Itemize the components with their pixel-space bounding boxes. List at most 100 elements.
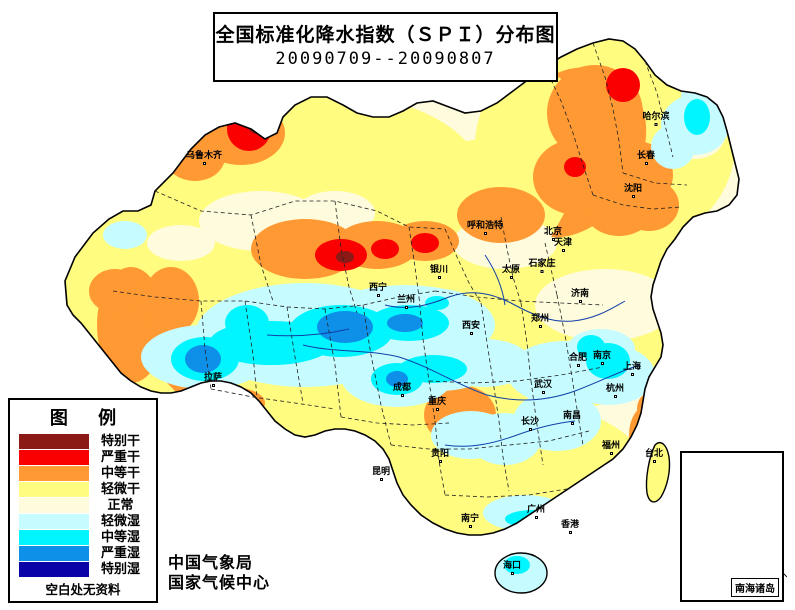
city-marker-icon [631, 195, 635, 198]
city-marker-icon [551, 238, 555, 241]
city-label: 北京 [544, 228, 562, 241]
city-label-text: 上海 [622, 362, 642, 372]
city-label-text: 台北 [644, 449, 664, 459]
legend-label-slightly-wet: 轻微湿 [100, 513, 140, 529]
legend-swatch-slightly-wet [19, 513, 89, 529]
city-label: 武汉 [534, 381, 552, 394]
city-label: 呼和浩特 [467, 222, 503, 235]
legend-swatch-extremely-wet [19, 561, 89, 577]
city-label-text: 武汉 [533, 380, 553, 390]
city-label-text: 南宁 [460, 514, 480, 524]
city-label: 南宁 [461, 515, 479, 528]
inset-label: 南海诸岛 [731, 578, 779, 597]
city-marker-icon [578, 300, 582, 303]
taiwan-island [645, 441, 671, 503]
legend-items: 特别干 严重干 中等干 轻微干 正常 轻微湿 [10, 433, 156, 577]
city-label: 乌鲁木齐 [186, 152, 222, 165]
city-label: 杭州 [606, 385, 624, 398]
legend-label-severely-dry: 严重干 [100, 449, 140, 465]
credit-line-1: 中国气象局 [168, 553, 254, 572]
page-title: 全国标准化降水指数（ＳＰＩ）分布图 [215, 24, 556, 47]
legend-item-moderately-wet: 中等湿 [10, 529, 156, 545]
city-label-text: 南昌 [562, 411, 582, 421]
legend-no-data-note: 空白处无资料 [45, 582, 121, 597]
city-label-text: 银川 [429, 265, 449, 275]
city-marker-icon [600, 362, 604, 365]
city-label-text: 广州 [526, 505, 546, 515]
city-label: 南京 [593, 352, 611, 365]
city-marker-icon [528, 428, 532, 431]
map-title-box: 全国标准化降水指数（ＳＰＩ）分布图 20090709--20090807 [213, 12, 558, 82]
legend-item-severely-dry: 严重干 [10, 449, 156, 465]
city-marker-icon [510, 572, 514, 575]
city-label: 长春 [637, 152, 655, 165]
city-label: 福州 [602, 442, 620, 455]
city-marker-icon [538, 325, 542, 328]
city-marker-icon [202, 162, 206, 165]
legend-swatch-moderately-dry [19, 465, 89, 481]
city-label: 拉萨 [204, 374, 222, 387]
agency-credit: 中国气象局 国家气候中心 [168, 553, 270, 593]
rivers [266, 254, 640, 447]
city-label: 成都 [393, 384, 411, 397]
city-label: 长沙 [521, 418, 539, 431]
city-label-text: 长沙 [520, 417, 540, 427]
credit-line-2: 国家气候中心 [168, 573, 271, 592]
city-marker-icon [652, 460, 656, 463]
south-china-sea-inset: 南海诸岛 [680, 451, 784, 602]
legend-item-slightly-dry: 轻微干 [10, 481, 156, 497]
city-label: 西安 [462, 322, 480, 335]
city-marker-icon [437, 276, 441, 279]
city-marker-icon [613, 395, 617, 398]
city-label: 沈阳 [624, 185, 642, 198]
city-marker-icon [509, 276, 513, 279]
city-label-text: 海口 [502, 561, 522, 571]
hainan-wet-patch [504, 556, 530, 574]
city-label-text: 成都 [392, 383, 412, 393]
city-label: 台北 [645, 450, 663, 463]
legend-item-normal: 正常 [10, 497, 156, 513]
legend-swatch-severely-dry [19, 449, 89, 465]
city-label: 哈尔滨 [642, 112, 670, 126]
legend-swatch-moderately-wet [19, 529, 89, 545]
legend-item-extremely-wet: 特别湿 [10, 561, 156, 577]
city-label: 石家庄 [528, 260, 556, 273]
legend-swatch-severely-wet [19, 545, 89, 561]
city-marker-icon [435, 408, 439, 411]
legend-item-severely-wet: 严重湿 [10, 545, 156, 561]
title-period: 20090709--20090807 [275, 48, 496, 69]
city-label-text: 哈尔滨 [642, 112, 670, 122]
city-label-text: 太原 [501, 265, 521, 275]
city-marker-icon [438, 460, 442, 463]
city-label-text: 郑州 [530, 314, 550, 324]
city-marker-icon [561, 249, 565, 252]
city-marker-icon [211, 384, 215, 387]
city-marker-icon [568, 531, 572, 534]
city-label: 广州 [527, 506, 545, 519]
city-label: 太原 [502, 266, 520, 279]
city-label-text: 重庆 [427, 397, 447, 407]
city-label: 海口 [503, 562, 521, 575]
legend-item-extremely-dry: 特别干 [10, 433, 156, 449]
legend-label-moderately-dry: 中等干 [100, 465, 140, 481]
city-label-text: 乌鲁木齐 [185, 151, 223, 161]
city-label: 郑州 [531, 315, 549, 328]
city-marker-icon [379, 478, 383, 481]
national-boundary [64, 38, 740, 536]
city-label-text: 西安 [461, 321, 481, 331]
legend-label-moderately-wet: 中等湿 [100, 529, 140, 545]
city-marker-icon [376, 294, 380, 297]
city-label-text: 沈阳 [623, 184, 643, 194]
legend: 图 例 特别干 严重干 中等干 轻微干 正常 [8, 398, 158, 603]
china-spi-choropleth-map [64, 38, 787, 605]
city-marker-icon [630, 373, 634, 376]
legend-swatch-slightly-dry [19, 481, 89, 497]
legend-swatch-normal [19, 497, 89, 513]
city-label: 贵阳 [431, 450, 449, 463]
city-label: 合肥 [569, 354, 587, 367]
city-marker-icon [644, 162, 648, 165]
city-label: 南昌 [563, 412, 581, 425]
city-label-text: 西宁 [368, 283, 388, 293]
city-marker-icon [469, 332, 473, 335]
city-label-text: 南京 [592, 351, 612, 361]
